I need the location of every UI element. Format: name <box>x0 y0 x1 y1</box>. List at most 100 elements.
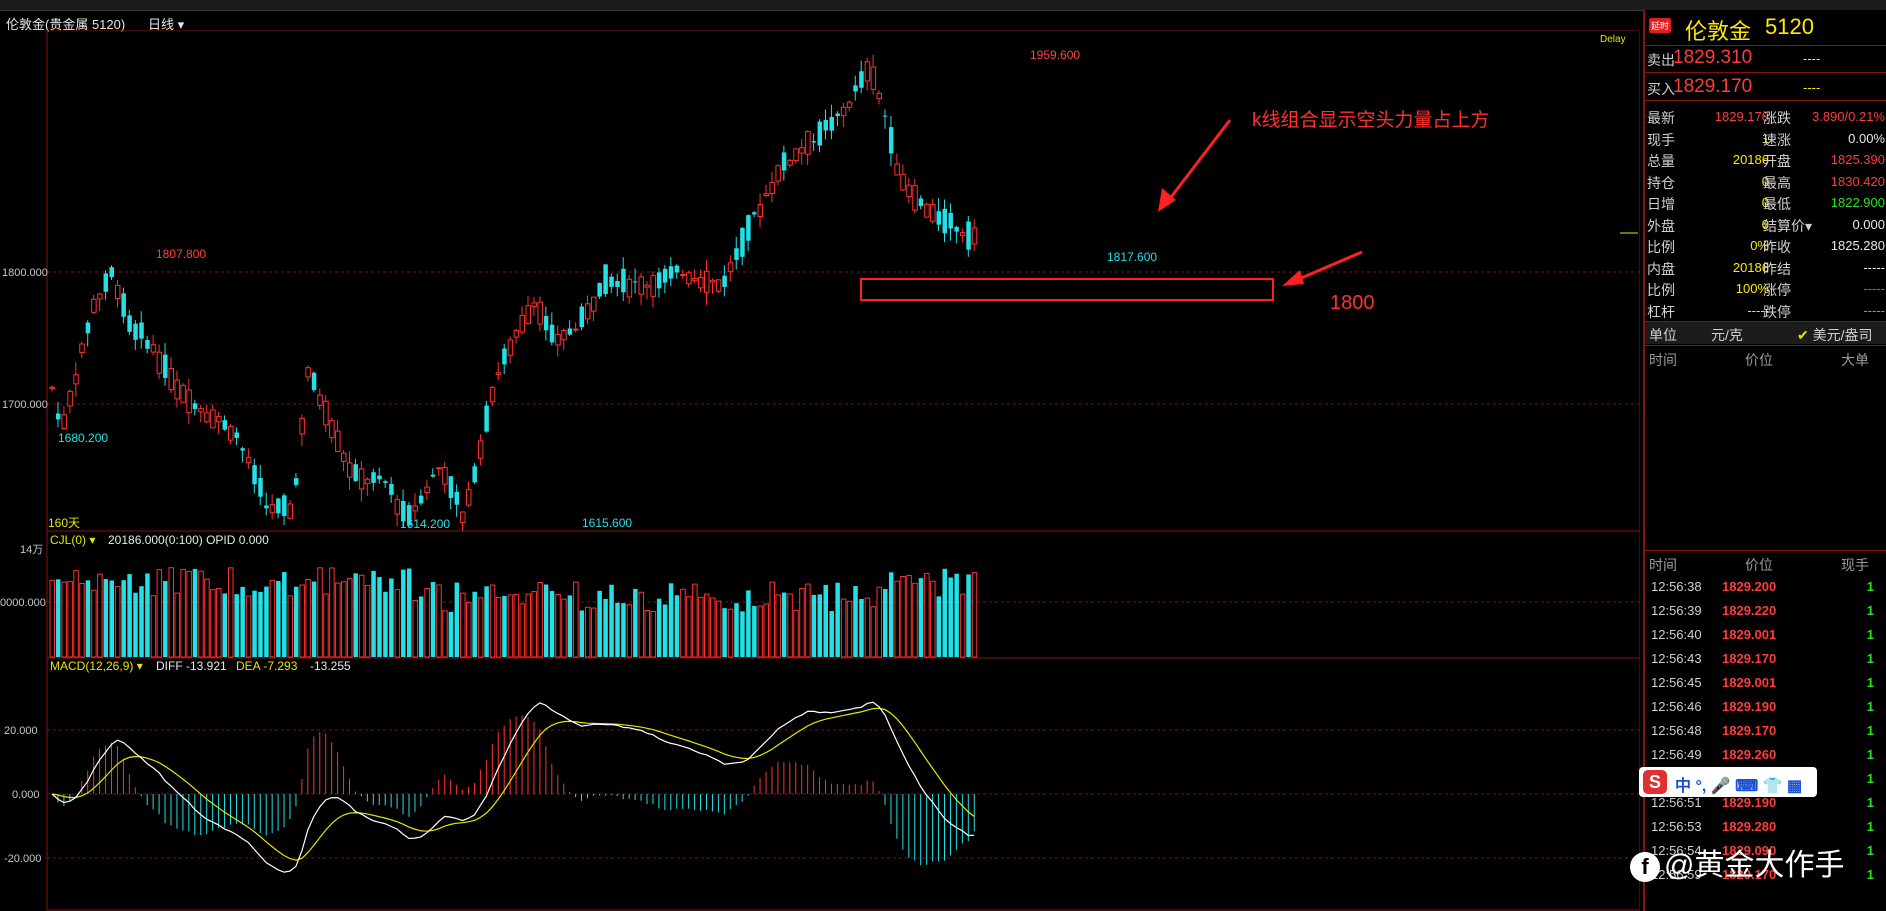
candle-body <box>835 113 840 117</box>
candle-body <box>97 293 103 300</box>
tick-price: 1829.001 <box>1722 675 1777 690</box>
volume-bar <box>454 582 460 657</box>
candle-body <box>609 276 614 287</box>
volume-bar <box>412 599 418 658</box>
candle-body <box>942 208 947 234</box>
tick-price: 1829.170 <box>1722 723 1777 738</box>
candle-body <box>222 420 228 430</box>
candle-body <box>335 430 341 452</box>
candle-body <box>519 315 526 333</box>
tick-time: 12:56:43 <box>1651 651 1702 666</box>
volume-bar <box>811 594 817 657</box>
period-select[interactable]: 日线 ▾ <box>148 17 185 32</box>
candle-body <box>644 284 650 288</box>
candle-body <box>466 489 472 506</box>
volume-bar <box>55 579 61 657</box>
bigorder-size-header: 大单 <box>1841 352 1869 368</box>
tick-time: 12:56:53 <box>1651 819 1702 834</box>
candle-body <box>799 147 805 154</box>
volume-bar <box>139 586 144 657</box>
volume-bar <box>859 598 864 657</box>
unit-option-ounce[interactable]: ✔ 美元/盎司 <box>1797 327 1873 343</box>
tick-price: 1829.190 <box>1722 795 1777 810</box>
candle-body <box>228 425 234 441</box>
candle-body <box>311 372 317 391</box>
candle-body <box>353 464 358 481</box>
tick-row: 12:56:40 1829.001 1 <box>1645 623 1886 647</box>
left-high-label: 1807.800 <box>156 247 206 261</box>
volume-bar <box>603 598 608 657</box>
tick-time: 12:56:40 <box>1651 627 1702 642</box>
volume-bar <box>466 601 472 658</box>
sogou-logo-icon: S <box>1643 770 1667 794</box>
volume-title[interactable]: CJL(0) ▾ <box>50 533 95 547</box>
volume-bar <box>704 593 710 658</box>
candle-body <box>590 296 597 312</box>
candle-body <box>436 467 442 470</box>
candle-body <box>204 412 210 423</box>
stat-value: 0 <box>1761 173 1769 189</box>
stat-value: ----- <box>1747 302 1769 318</box>
stat-value: 1825.390 <box>1830 152 1885 167</box>
candle-body <box>662 268 668 283</box>
candle-body <box>567 328 573 335</box>
candle-body <box>252 465 257 485</box>
chart-area[interactable]: 1800.000 1700.000 1959.600 1807.800 1680… <box>0 30 1640 911</box>
stat-value: ----- <box>1863 259 1885 275</box>
candle-body <box>364 478 371 485</box>
volume-bar <box>287 595 293 658</box>
candle-body <box>709 279 716 283</box>
price-scale-1700: 1700.000 <box>2 399 48 411</box>
tick-time: 12:56:45 <box>1651 675 1702 690</box>
volume-bar <box>942 568 947 657</box>
sell-vol: ---- <box>1803 51 1821 66</box>
stat-label: 比例 <box>1647 239 1675 255</box>
tick-row: 12:56:39 1829.220 1 <box>1645 599 1886 623</box>
candle-body <box>377 475 382 480</box>
volume-bar <box>145 573 150 657</box>
instrument-name: 伦敦金 <box>1685 19 1752 44</box>
volume-bar <box>525 593 531 658</box>
ime-controls[interactable]: 中 °, 🎤 ⌨ 👕 ▦ <box>1675 778 1803 795</box>
candle-body <box>930 204 936 222</box>
unit-option-gram[interactable]: 元/克 <box>1711 327 1743 343</box>
stat-value: 0 <box>1761 216 1769 232</box>
price-scale-1800: 1800.000 <box>2 267 48 279</box>
volume-bar <box>364 585 371 658</box>
volume-bar <box>121 580 126 657</box>
volume-bar <box>543 584 549 657</box>
candle-body <box>621 268 626 293</box>
volume-bar <box>930 580 936 658</box>
stat-label: 昨结 <box>1763 260 1791 277</box>
macd-dea: DEA -7.293 <box>236 659 298 673</box>
volume-bar <box>358 574 365 658</box>
candle-body <box>323 400 329 426</box>
candle-body <box>210 409 216 429</box>
candle-body <box>85 322 91 334</box>
macd-title[interactable]: MACD(12,26,9) ▾ <box>50 659 143 673</box>
tick-time: 12:56:46 <box>1651 699 1702 714</box>
buy-row: 买入 1829.170 ---- <box>1645 76 1886 98</box>
volume-bar <box>436 584 442 658</box>
candle-body <box>49 386 55 389</box>
arrow-left <box>1291 250 1363 284</box>
volume-bar <box>418 596 424 657</box>
candle-body <box>145 339 150 349</box>
candle-body <box>674 265 680 273</box>
volume-bar <box>918 578 924 657</box>
watermark-text: @黄金大作手 <box>1664 849 1845 882</box>
ime-toolbar[interactable]: S 中 °, 🎤 ⌨ 👕 ▦ <box>1639 767 1817 797</box>
volume-bar <box>531 591 537 658</box>
candle-body <box>823 119 828 131</box>
tick-vol: 1 <box>1866 603 1874 618</box>
candle-body <box>103 273 109 292</box>
candle-body <box>650 275 656 297</box>
macd-scale-neg20: -20.000 <box>4 853 41 865</box>
candle-body <box>966 221 971 250</box>
volume-bar <box>757 605 764 658</box>
candle-body <box>234 432 239 438</box>
stat-label: 比例 <box>1647 282 1675 298</box>
candle-body <box>245 456 252 464</box>
volume-bar <box>61 581 67 658</box>
volume-bar <box>853 586 858 657</box>
